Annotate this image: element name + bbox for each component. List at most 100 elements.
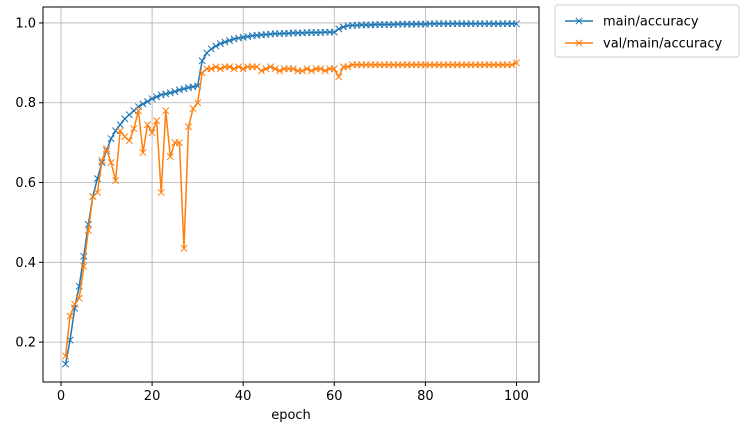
data-point (508, 61, 516, 69)
data-point (175, 86, 183, 94)
y-tick-label: 0.8 (15, 96, 36, 111)
axis-ticks: 0 20 40 60 80 100 0.2 0.4 0.6 0.8 1.0 (15, 16, 529, 404)
x-axis-label: epoch (271, 408, 311, 423)
data-point (266, 63, 275, 71)
data-point (84, 226, 92, 234)
legend-entry: val/main/accuracy (565, 37, 722, 52)
data-point (80, 262, 88, 270)
data-point (189, 105, 197, 113)
legend-marker (575, 17, 583, 25)
data-point (344, 63, 352, 71)
data-point (289, 65, 297, 73)
data-point (207, 65, 215, 73)
data-point (175, 139, 183, 147)
data-point (184, 123, 193, 131)
x-tick-label: 60 (326, 389, 343, 404)
data-point (271, 65, 279, 73)
data-point (212, 42, 220, 50)
data-point (130, 125, 138, 133)
data-point (321, 67, 329, 75)
data-point (107, 159, 115, 167)
data-point (216, 40, 224, 48)
data-point (221, 38, 229, 46)
legend-label: main/accuracy (603, 15, 699, 30)
data-point (216, 65, 224, 73)
data-point (303, 65, 311, 73)
data-point (143, 121, 152, 129)
data-point (162, 107, 170, 115)
data-point (143, 97, 152, 106)
data-point (330, 28, 338, 36)
data-point (335, 25, 343, 33)
data-point (71, 300, 79, 308)
data-point (257, 67, 265, 75)
legend: main/accuracy val/main/accuracy (554, 4, 740, 58)
plot-frame (42, 6, 540, 383)
legend-marker (575, 39, 583, 47)
x-tick-label: 100 (504, 389, 529, 404)
data-point (166, 89, 174, 97)
data-point (317, 65, 325, 73)
data-point (230, 65, 238, 73)
data-point (98, 157, 106, 165)
data-point (102, 145, 111, 153)
y-tick-label: 0.2 (15, 336, 36, 351)
data-point (180, 244, 188, 252)
data-point (207, 45, 215, 53)
y-tick-label: 0.6 (15, 176, 36, 191)
data-point (225, 36, 234, 45)
y-tick-label: 1.0 (15, 16, 36, 31)
data-point (212, 63, 220, 71)
data-point (225, 63, 234, 71)
data-point (116, 121, 124, 129)
x-tick-label: 40 (235, 389, 252, 404)
data-point (157, 188, 165, 197)
data-point (153, 93, 161, 101)
data-point (112, 176, 120, 185)
series-layer (61, 20, 521, 368)
data-point (307, 67, 316, 75)
data-point (84, 220, 92, 228)
data-point (125, 137, 133, 145)
data-point (61, 352, 70, 360)
data-point (339, 23, 347, 31)
legend-box (554, 4, 740, 58)
data-point (276, 67, 284, 75)
series-2 (61, 59, 521, 360)
data-point (180, 85, 188, 93)
data-point (116, 127, 124, 135)
data-point (166, 153, 174, 161)
series-line (64, 62, 517, 357)
data-point (61, 360, 70, 368)
data-point (139, 149, 147, 157)
data-point (148, 129, 156, 137)
x-tick-label: 20 (144, 389, 161, 404)
data-point (66, 312, 74, 320)
data-point (330, 65, 338, 73)
y-tick-label: 0.4 (15, 256, 36, 271)
data-point (235, 63, 243, 71)
data-point (107, 135, 115, 143)
data-point (298, 67, 306, 75)
data-point (262, 65, 270, 73)
legend-label: val/main/accuracy (603, 37, 722, 52)
data-point (171, 88, 179, 96)
data-point (139, 100, 147, 108)
data-point (162, 90, 170, 98)
x-tick-label: 80 (417, 389, 434, 404)
data-point (93, 188, 101, 197)
x-tick-label: 0 (57, 389, 65, 404)
data-point (512, 20, 521, 28)
data-point (194, 99, 202, 107)
data-point (153, 117, 161, 125)
data-point (75, 294, 83, 302)
legend-entry: main/accuracy (565, 15, 699, 30)
data-point (512, 59, 521, 67)
data-point (335, 73, 343, 81)
series-line (64, 23, 517, 365)
data-point (198, 57, 206, 65)
data-point (148, 95, 156, 103)
data-point (134, 107, 142, 115)
